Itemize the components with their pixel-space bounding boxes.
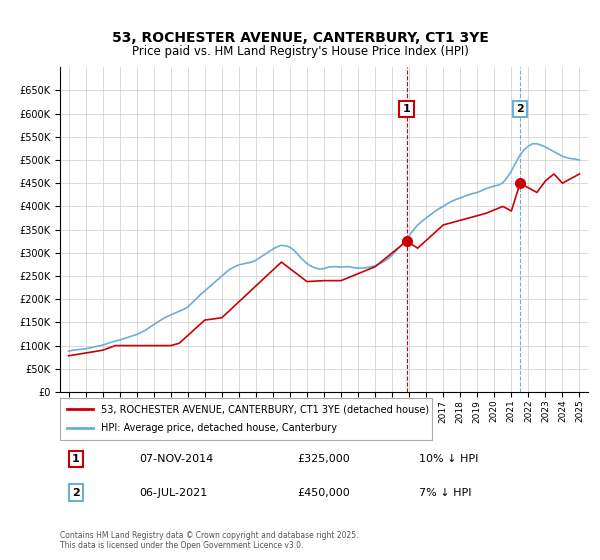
Text: £325,000: £325,000 [298, 454, 350, 464]
Text: 53, ROCHESTER AVENUE, CANTERBURY, CT1 3YE (detached house): 53, ROCHESTER AVENUE, CANTERBURY, CT1 3Y… [101, 404, 429, 414]
Text: 07-NOV-2014: 07-NOV-2014 [139, 454, 214, 464]
Text: 10% ↓ HPI: 10% ↓ HPI [419, 454, 478, 464]
Text: 7% ↓ HPI: 7% ↓ HPI [419, 488, 472, 497]
Text: 2: 2 [516, 104, 524, 114]
Text: Contains HM Land Registry data © Crown copyright and database right 2025.
This d: Contains HM Land Registry data © Crown c… [60, 530, 359, 550]
Text: 2: 2 [72, 488, 80, 497]
Text: 06-JUL-2021: 06-JUL-2021 [139, 488, 208, 497]
Text: 1: 1 [72, 454, 80, 464]
Text: £450,000: £450,000 [298, 488, 350, 497]
Text: Price paid vs. HM Land Registry's House Price Index (HPI): Price paid vs. HM Land Registry's House … [131, 45, 469, 58]
Text: 1: 1 [403, 104, 410, 114]
Text: HPI: Average price, detached house, Canterbury: HPI: Average price, detached house, Cant… [101, 423, 337, 433]
Text: 53, ROCHESTER AVENUE, CANTERBURY, CT1 3YE: 53, ROCHESTER AVENUE, CANTERBURY, CT1 3Y… [112, 31, 488, 45]
